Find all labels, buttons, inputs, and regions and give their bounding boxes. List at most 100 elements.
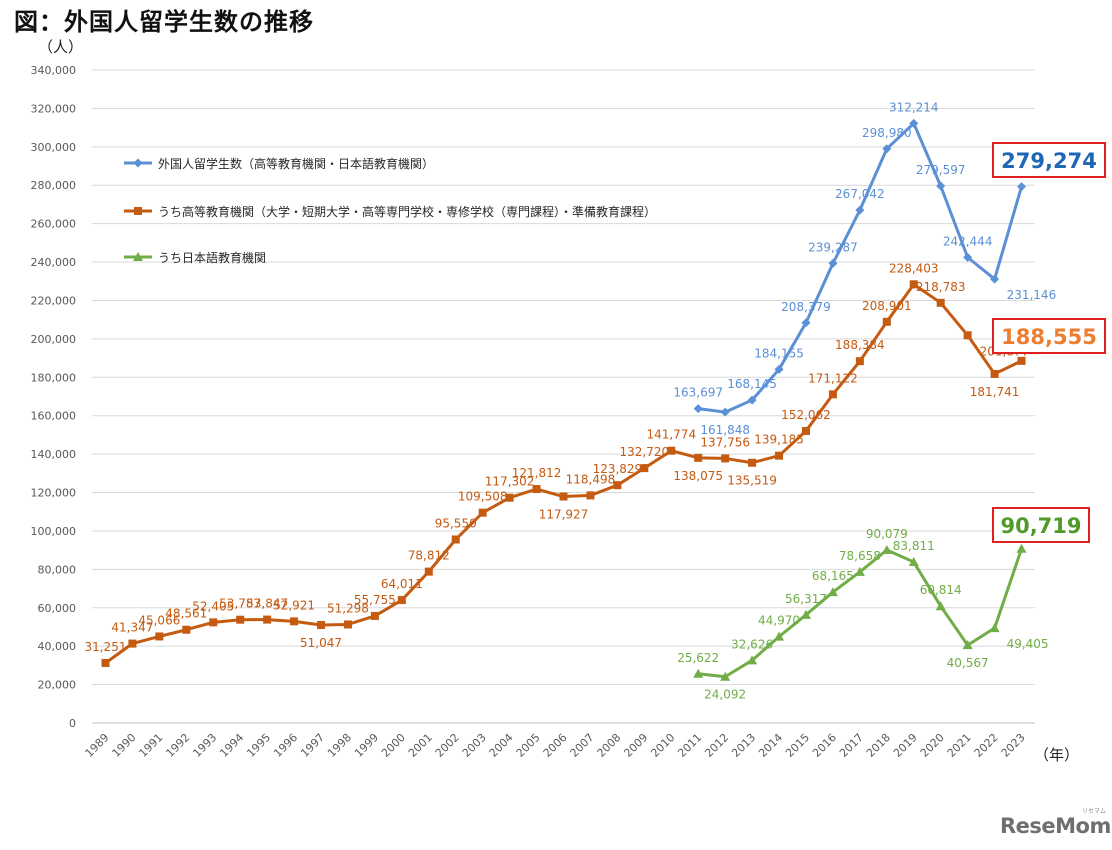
marker-square bbox=[640, 464, 649, 473]
marker-triangle bbox=[800, 609, 811, 619]
y-tick-label: 160,000 bbox=[31, 410, 77, 423]
data-label: 152,062 bbox=[781, 408, 831, 422]
y-tick-label: 300,000 bbox=[31, 141, 77, 154]
x-tick-label: 2014 bbox=[756, 731, 785, 760]
data-label: 78,658 bbox=[839, 549, 881, 563]
data-label: 24,092 bbox=[704, 688, 746, 702]
marker-square bbox=[909, 280, 918, 289]
marker-square bbox=[694, 453, 703, 462]
y-tick-label: 180,000 bbox=[31, 371, 77, 384]
data-label: 41,347 bbox=[111, 621, 153, 635]
marker-square bbox=[505, 493, 514, 502]
data-label: 121,812 bbox=[512, 466, 562, 480]
marker-square bbox=[397, 596, 406, 605]
x-tick-label: 1993 bbox=[190, 731, 219, 760]
x-tick-label: 2013 bbox=[729, 731, 758, 760]
data-label: 181,741 bbox=[970, 385, 1020, 399]
x-tick-label: 2019 bbox=[891, 731, 920, 760]
marker-diamond bbox=[882, 144, 892, 154]
marker-triangle bbox=[854, 566, 865, 576]
data-label: 228,403 bbox=[889, 261, 939, 275]
x-tick-label: 2002 bbox=[433, 731, 462, 760]
data-label: 31,251 bbox=[84, 640, 126, 654]
marker-triangle bbox=[908, 557, 919, 567]
data-label: 239,287 bbox=[808, 240, 858, 254]
series-line bbox=[698, 121, 1023, 414]
callout-box bbox=[992, 318, 1106, 354]
data-label: 56,317 bbox=[785, 592, 827, 606]
y-tick-label: 40,000 bbox=[38, 640, 77, 653]
marker-square bbox=[209, 618, 218, 627]
data-label: 168,145 bbox=[727, 377, 777, 391]
data-label: 52,405 bbox=[192, 599, 234, 613]
data-label: 132,720 bbox=[620, 445, 670, 459]
marker-square bbox=[317, 620, 326, 629]
marker-square bbox=[424, 567, 433, 576]
data-label: 53,847 bbox=[246, 597, 288, 611]
callouts: 279,274 188,555 90,719 bbox=[992, 142, 1106, 543]
data-label: 138,075 bbox=[673, 469, 723, 483]
x-tick-label: 2020 bbox=[918, 731, 947, 760]
marker-diamond bbox=[855, 205, 865, 215]
marker-triangle bbox=[747, 655, 758, 665]
marker-diamond bbox=[801, 318, 811, 328]
x-tick-label: 2021 bbox=[945, 731, 974, 760]
marker-square bbox=[451, 535, 460, 544]
y-tick-label: 200,000 bbox=[31, 333, 77, 346]
data-label: 218,783 bbox=[916, 280, 966, 294]
marker-diamond bbox=[909, 118, 919, 128]
data-label: 109,508 bbox=[458, 490, 508, 504]
marker-square bbox=[134, 207, 142, 215]
marker-square bbox=[263, 615, 272, 624]
marker-square bbox=[155, 632, 164, 641]
marker-square bbox=[801, 426, 810, 435]
x-tick-label: 2015 bbox=[783, 731, 812, 760]
x-tick-label: 2012 bbox=[702, 731, 731, 760]
marker-square bbox=[667, 446, 676, 455]
marker-triangle bbox=[827, 587, 838, 597]
data-label: 163,697 bbox=[673, 386, 723, 400]
data-labels: 163,697 161,848 168,145 184,155 208,379 239,2… bbox=[84, 100, 1056, 701]
x-tick-label: 2008 bbox=[595, 731, 624, 760]
data-label: 118,498 bbox=[566, 472, 616, 486]
y-tick-label: 20,000 bbox=[38, 679, 77, 692]
data-label: 231,146 bbox=[1007, 288, 1057, 302]
marker-square bbox=[101, 658, 110, 667]
marker-square bbox=[343, 620, 352, 629]
legend-entry: うち日本語教育機関 bbox=[158, 250, 266, 265]
marker-square bbox=[559, 492, 568, 501]
callout-value: 279,274 bbox=[1001, 149, 1097, 173]
y-tick-label: 260,000 bbox=[31, 218, 77, 231]
data-label: 279,597 bbox=[916, 163, 966, 177]
x-tick-label: 2010 bbox=[648, 731, 677, 760]
marker-square bbox=[775, 451, 784, 460]
data-label: 51,298 bbox=[327, 601, 369, 615]
series-markers bbox=[101, 118, 1027, 681]
x-axis: 1989199019911992199319941995199619971998… bbox=[83, 731, 1079, 764]
y-tick-label: 0 bbox=[69, 717, 76, 730]
data-label: 242,444 bbox=[943, 234, 993, 248]
marker-triangle bbox=[133, 252, 143, 261]
x-tick-label: 1997 bbox=[298, 731, 327, 760]
data-label: 208,379 bbox=[781, 300, 831, 314]
x-tick-label: 2004 bbox=[487, 731, 516, 760]
marker-square bbox=[370, 611, 379, 620]
x-tick-label: 2018 bbox=[864, 731, 893, 760]
data-label: 267,042 bbox=[835, 187, 885, 201]
x-tick-label: 1992 bbox=[163, 731, 192, 760]
x-tick-label: 1994 bbox=[217, 731, 246, 760]
x-tick-label: 1995 bbox=[244, 731, 273, 760]
callout-box bbox=[992, 142, 1106, 178]
y-tick-label: 280,000 bbox=[31, 179, 77, 192]
marker-square bbox=[828, 390, 837, 399]
data-label: 68,165 bbox=[812, 569, 854, 583]
marker-square bbox=[748, 458, 757, 467]
y-tick-label: 220,000 bbox=[31, 294, 77, 307]
marker-diamond bbox=[1017, 182, 1027, 192]
x-tick-label: 1989 bbox=[83, 731, 112, 760]
x-tick-label: 2006 bbox=[541, 731, 570, 760]
data-label: 51,047 bbox=[300, 636, 342, 650]
callout-box bbox=[992, 507, 1090, 543]
marker-diamond bbox=[693, 404, 703, 414]
